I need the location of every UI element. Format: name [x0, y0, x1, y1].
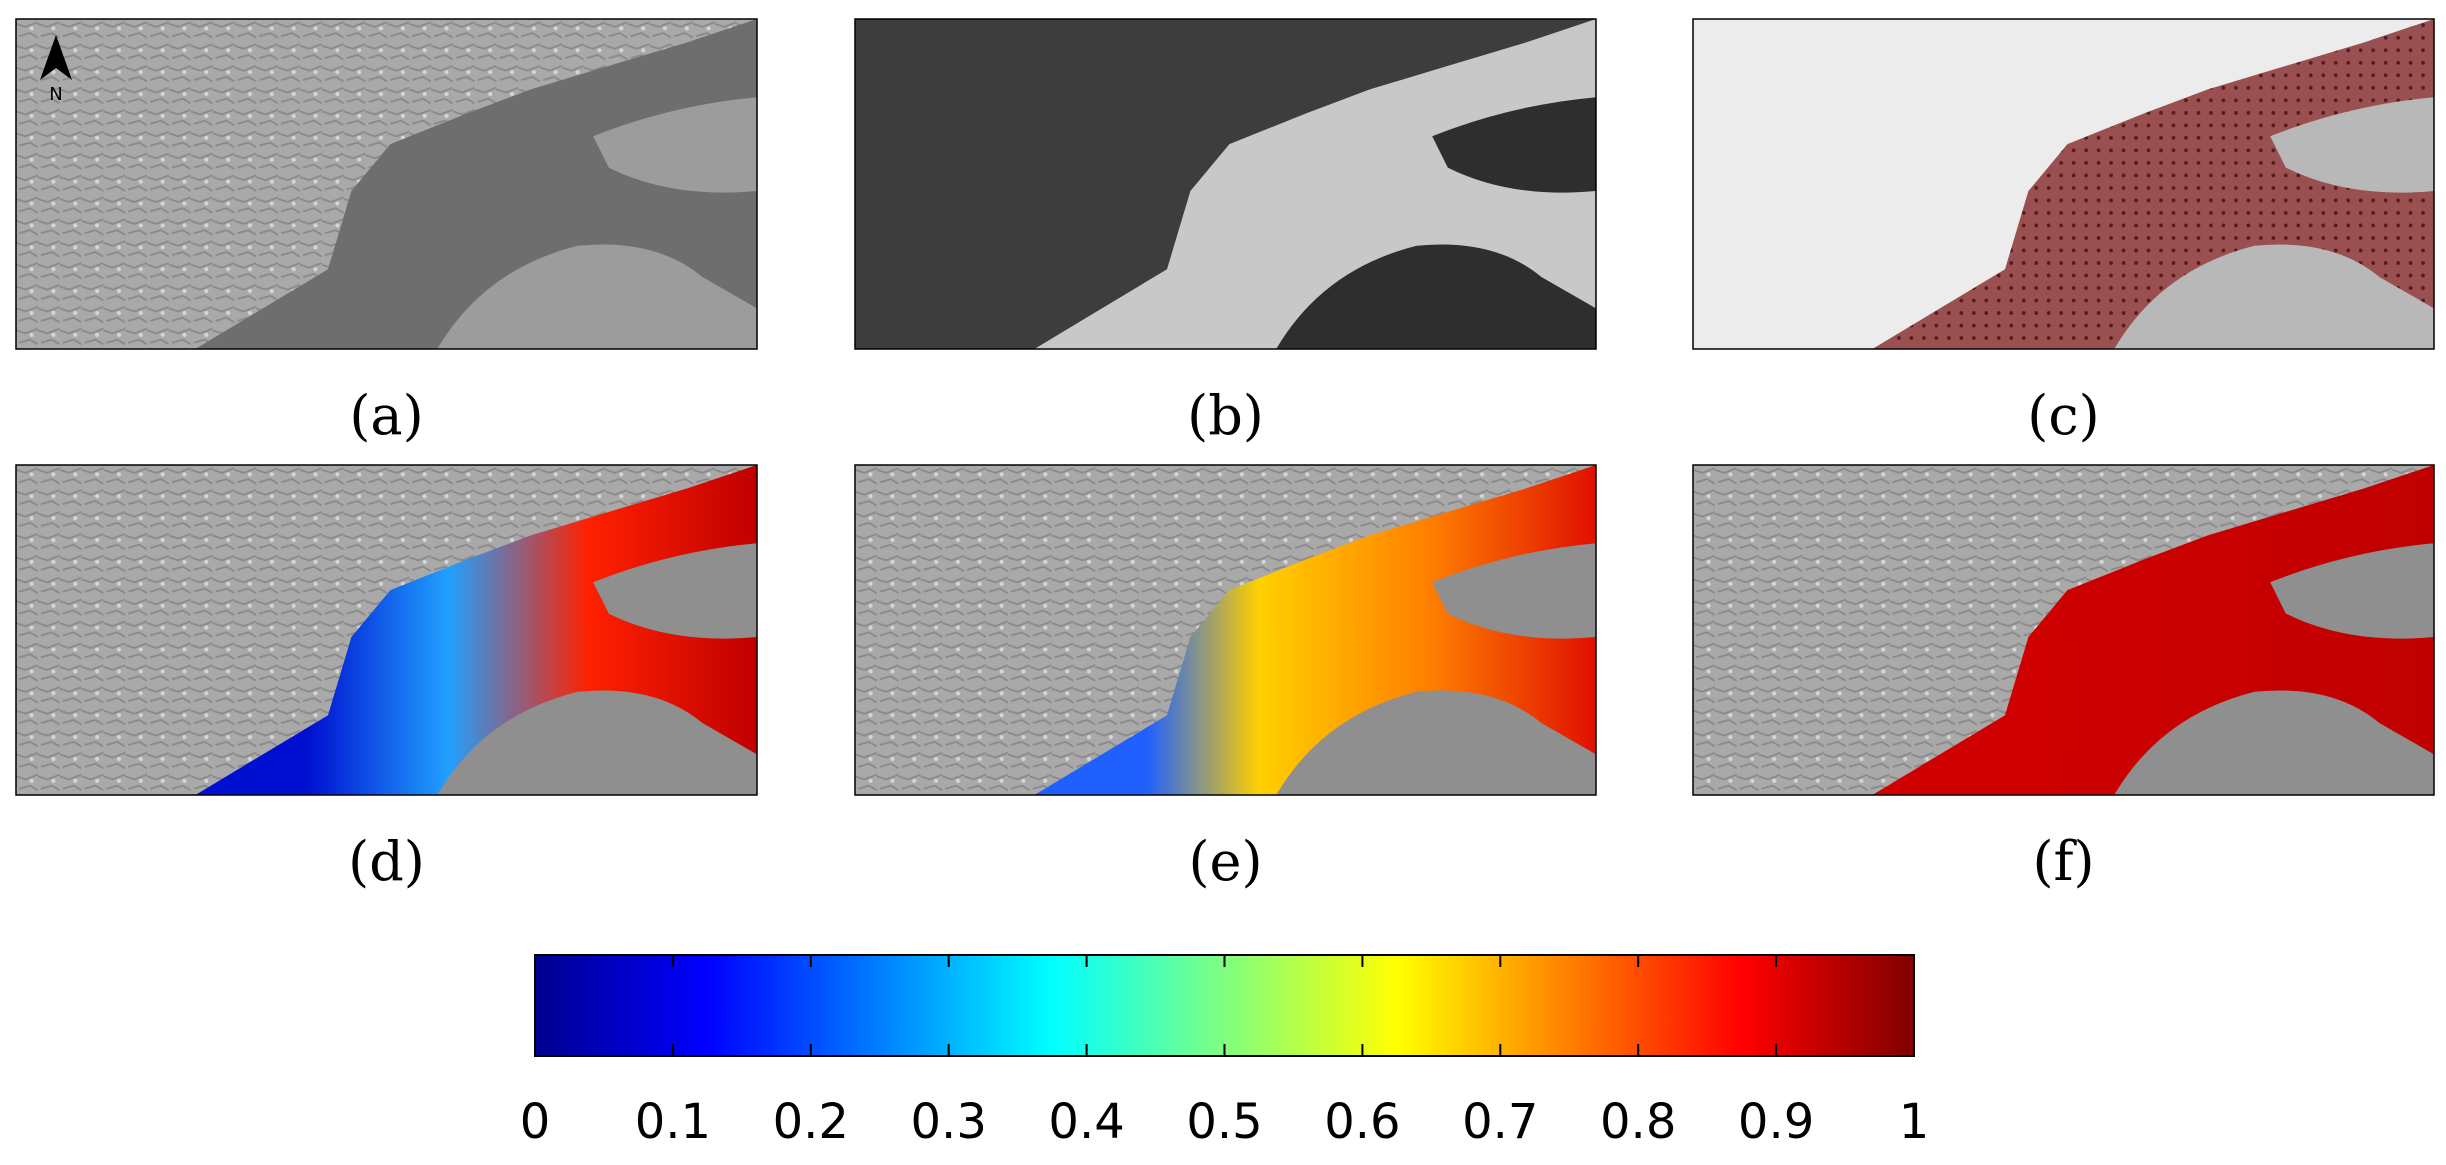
colorbar	[534, 954, 1915, 1057]
panel-border	[15, 18, 758, 350]
panel-label: (f)	[2032, 830, 2094, 893]
tick-label: 0.5	[1186, 1094, 1262, 1150]
panel-label: (d)	[348, 830, 425, 893]
panel-label: (a)	[349, 384, 423, 447]
tick-label: 0.8	[1600, 1094, 1676, 1150]
panel-label: (c)	[2027, 384, 2099, 447]
north-arrow	[40, 35, 72, 80]
headland	[2270, 97, 2434, 193]
tick-label: 0.1	[635, 1094, 711, 1150]
tick-label: 0.6	[1324, 1094, 1400, 1150]
tick-label: 0.4	[1048, 1094, 1124, 1150]
tick-label: 0	[520, 1094, 551, 1150]
peninsula	[1276, 244, 1596, 349]
tick-label: 0.3	[911, 1094, 987, 1150]
panels: (a) (b) (c) (d) (e) (f) N	[15, 18, 2435, 893]
headland	[593, 97, 757, 193]
headland	[1432, 97, 1596, 193]
north-label: N	[49, 84, 62, 105]
image-panel	[855, 19, 1596, 349]
tick-label: 0.2	[773, 1094, 849, 1150]
image-panel	[1693, 19, 2434, 349]
headland	[593, 543, 757, 639]
headland	[2270, 543, 2434, 639]
tick-label: 1	[1899, 1094, 1930, 1150]
panel-border	[1692, 18, 2435, 350]
panel-label: (e)	[1188, 830, 1262, 893]
image-panel	[1693, 465, 2434, 795]
panel-border	[854, 18, 1597, 350]
peninsula	[2114, 690, 2434, 795]
peninsula	[437, 244, 757, 349]
image-panel	[855, 465, 1596, 795]
panel-border	[15, 464, 758, 796]
peninsula	[1276, 690, 1596, 795]
image-panel	[16, 19, 757, 349]
peninsula	[437, 690, 757, 795]
panel-border	[1692, 464, 2435, 796]
panel-border	[854, 464, 1597, 796]
headland	[1432, 543, 1596, 639]
tick-label: 0.9	[1738, 1094, 1814, 1150]
tick-label: 0.7	[1462, 1094, 1538, 1150]
image-panel	[16, 465, 757, 795]
panel-label: (b)	[1187, 384, 1264, 447]
colorbar-ticks: 0 0.1 0.2 0.3 0.4 0.5 0.6 0.7 0.8 0.9 1	[520, 955, 1930, 1150]
peninsula	[2114, 244, 2434, 349]
